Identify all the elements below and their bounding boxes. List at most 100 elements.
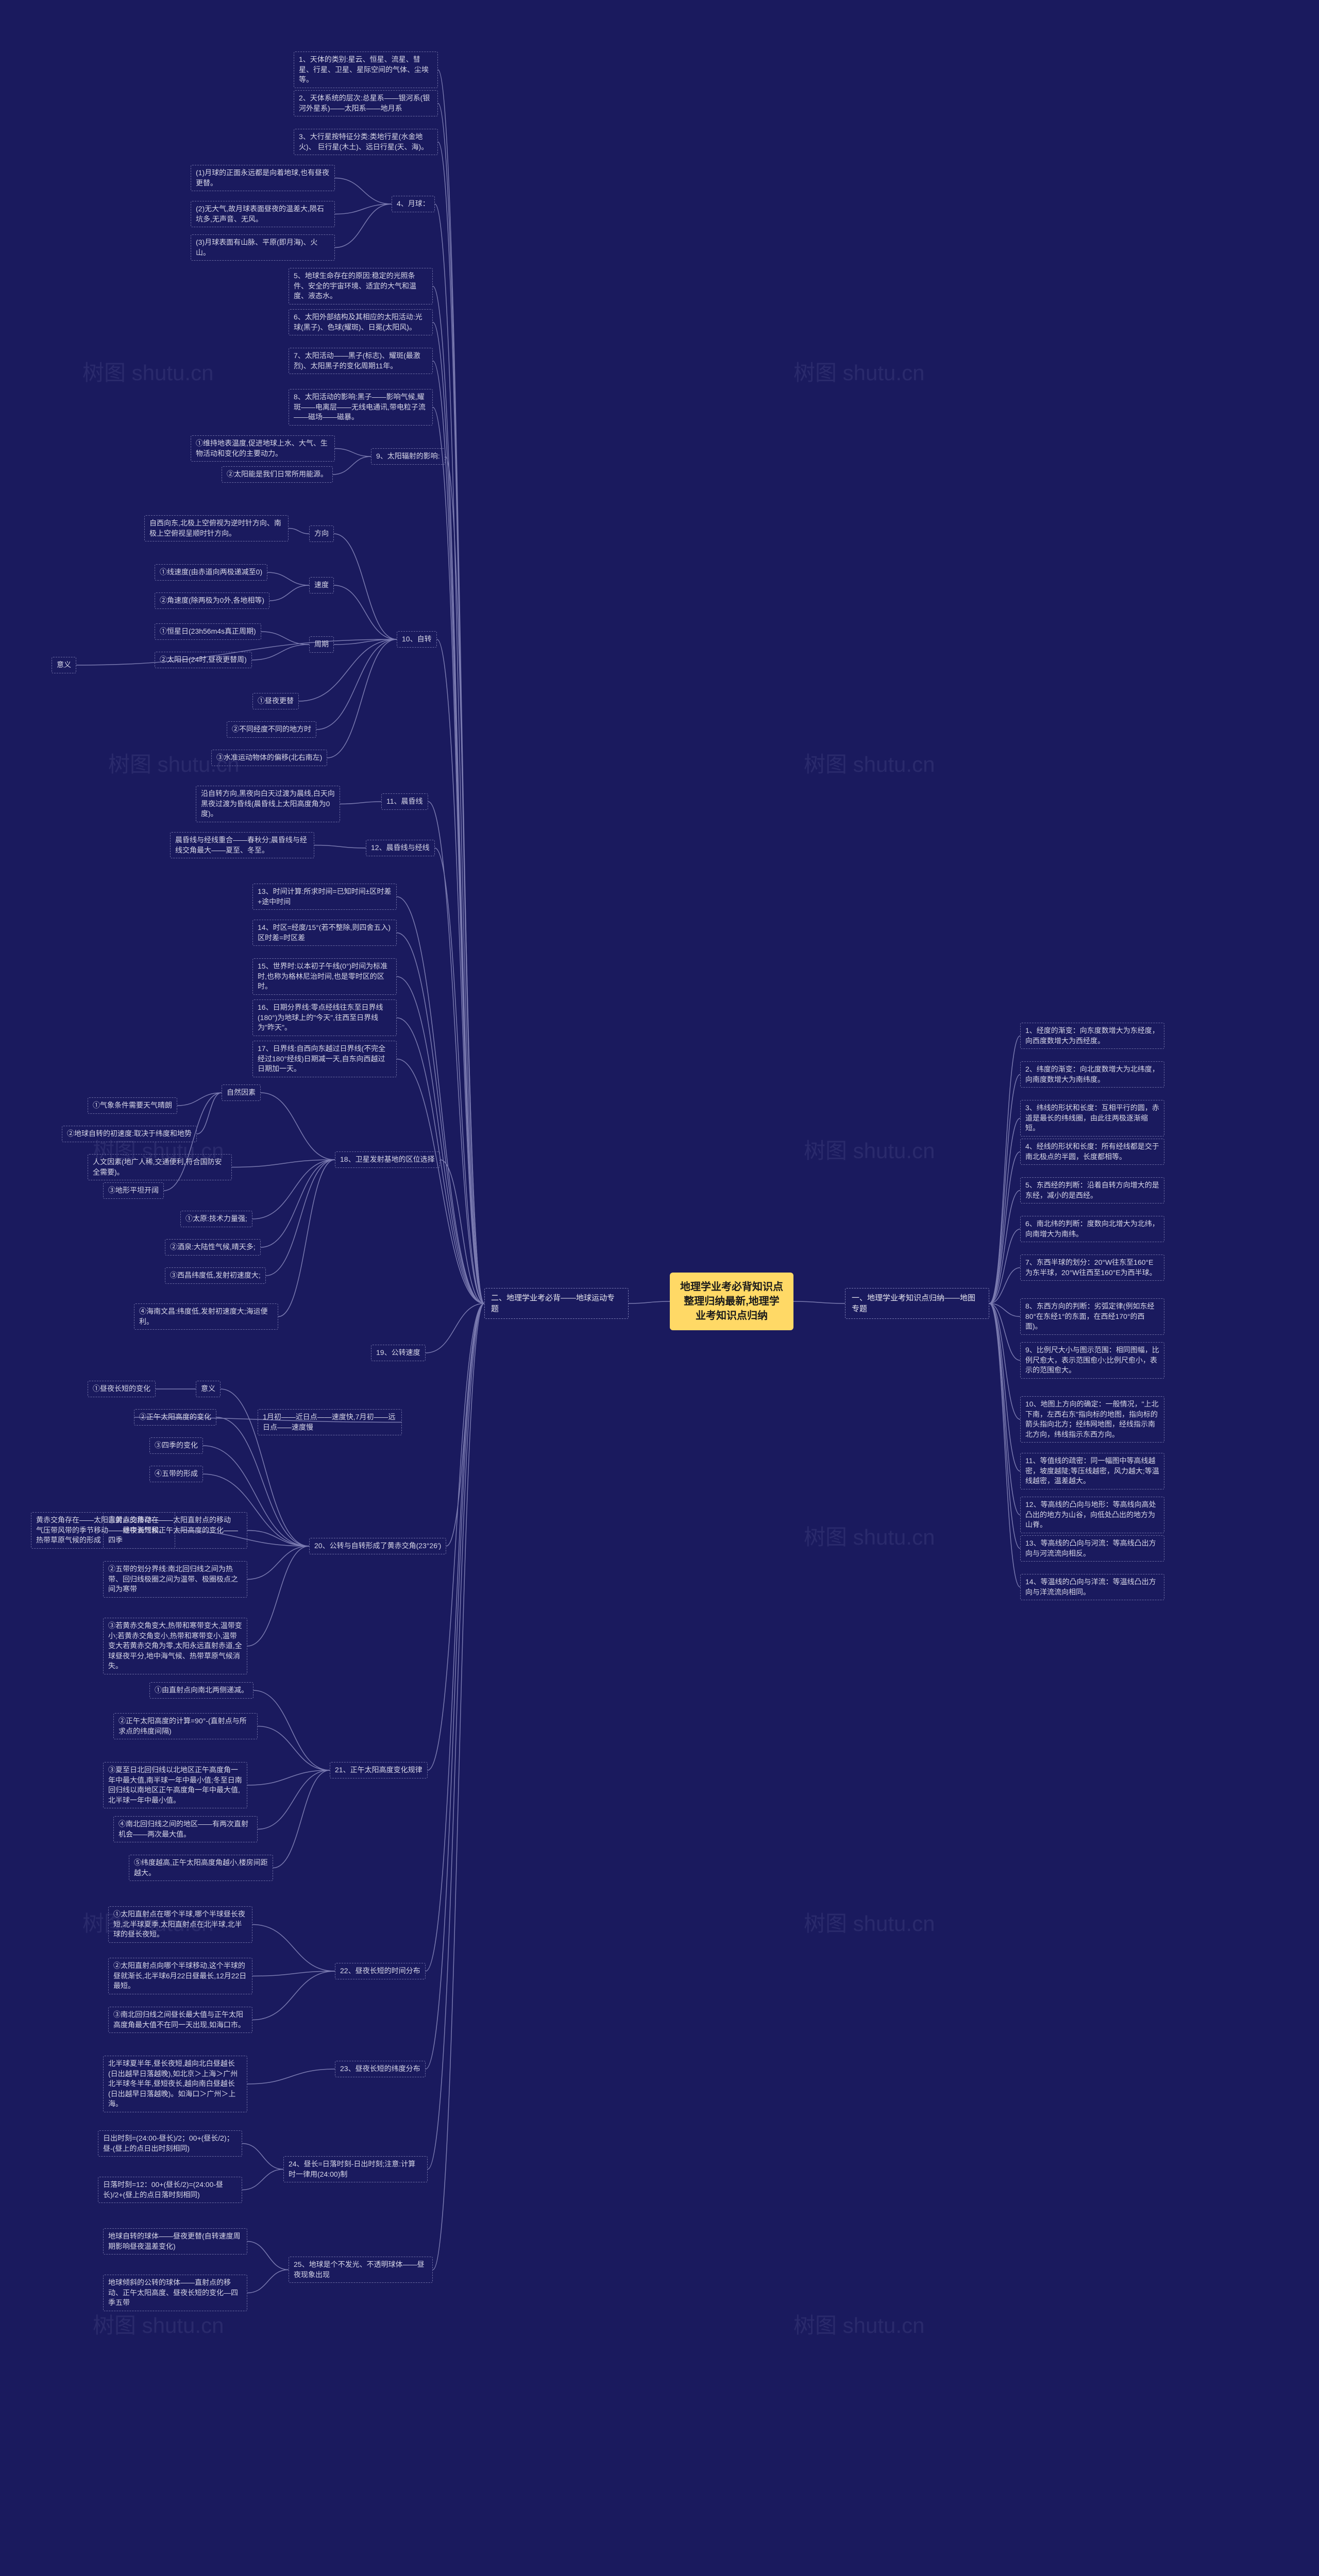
leaf-node: ③地形平坦开阔 <box>103 1182 164 1199</box>
leaf-node: ②太阳日(24时,昼夜更替周) <box>155 652 252 668</box>
watermark: 树图 shutu.cn <box>793 355 924 387</box>
leaf-node: (1)月球的正面永远都是向着地球,也有昼夜更替。 <box>191 165 335 191</box>
branch-node: 一、地理学业考知识点归纳——地图专题 <box>845 1288 989 1319</box>
leaf-node: 7、太阳活动——黑子(标志)、耀斑(最激烈)、太阳黑子的变化周期11年。 <box>289 348 433 374</box>
leaf-node: 8、东西方向的判断：劣弧定律(例如东经80°在东经1°的东面，在西经170°的西… <box>1020 1298 1164 1335</box>
leaf-node: 2、纬度的渐变：向北度数增大为北纬度，向南度数增大为南纬度。 <box>1020 1061 1164 1088</box>
leaf-node: 6、南北纬的判断：度数向北增大为北纬，向南增大为南纬。 <box>1020 1216 1164 1242</box>
leaf-node: ②地球自转的初速度:取决于纬度和地势 <box>62 1126 197 1142</box>
leaf-node: ②太阳直射点向哪个半球移动,这个半球的昼就渐长,北半球6月22日昼最长,12月2… <box>108 1958 252 1994</box>
leaf-node: 3、大行星按特征分类:类地行星(水金地火)、 巨行星(木土)、远日行星(天、海)… <box>294 129 438 155</box>
leaf-node: 意义 <box>196 1381 221 1397</box>
leaf-node: 10、自转 <box>397 631 437 648</box>
watermark: 树图 shutu.cn <box>804 1133 935 1165</box>
leaf-node: (2)无大气,故月球表面昼夜的温差大,陨石坑多,无声音、无风。 <box>191 201 335 227</box>
leaf-node: ①太阳直射点在哪个半球,哪个半球昼长夜短,北半球夏季,太阳直射点在北半球,北半球… <box>108 1906 252 1943</box>
leaf-node: 3、纬线的形状和长度：互相平行的圆，赤道是最长的纬线圈，由此往两极逐渐缩短。 <box>1020 1100 1164 1137</box>
leaf-node: ②不同经度不同的地方时 <box>227 721 316 738</box>
leaf-node: 15、世界时:以本初子午线(0°)时间为标准时,也称为格林尼治时间,也是零时区的… <box>252 958 397 995</box>
leaf-node: 19、公转速度 <box>371 1345 426 1361</box>
leaf-node: ①气象条件需要天气晴朗 <box>88 1097 177 1114</box>
leaf-node: ③夏至日北回归线以北地区正午高度角一年中最大值,南半球一年中最小值;冬至日南回归… <box>103 1762 247 1808</box>
leaf-node: 地球自转的球体——昼夜更替(自转速度周期影响昼夜温差变化) <box>103 2228 247 2255</box>
leaf-node: 4、经线的形状和长度：所有经线都是交于南北极点的半圆，长度都相等。 <box>1020 1139 1164 1165</box>
leaf-node: 23、昼夜长短的纬度分布 <box>335 2061 426 2077</box>
leaf-node: 日落时刻=12：00+(昼长/2)=(24:00-昼长)/2+(昼上的点日落时刻… <box>98 2177 242 2203</box>
leaf-node: 自西向东,北极上空俯视为逆时针方向、南极上空俯视呈顺时针方向。 <box>144 515 289 541</box>
leaf-node: 12、等高线的凸向与地形：等高线向高处凸出的地方为山谷，向低处凸出的地方为山脊。 <box>1020 1497 1164 1533</box>
leaf-node: 14、时区=经度/15°(若不整除,则四舍五入)区时差=时区差 <box>252 920 397 946</box>
leaf-node: 6、太阳外部结构及其相应的太阳活动:光球(黑子)、色球(耀斑)、日冕(太阳风)。 <box>289 309 433 335</box>
watermark: 树图 shutu.cn <box>793 2308 924 2340</box>
leaf-node: 1、天体的类别:星云、恒星、流星、彗星、行星、卫星、星际空间的气体、尘埃等。 <box>294 52 438 88</box>
leaf-node: ③四季的变化 <box>149 1437 203 1454</box>
leaf-node: ③西昌纬度低,发射初速度大; <box>165 1267 266 1284</box>
leaf-node: 速度 <box>309 577 334 594</box>
leaf-node: 晨昏线与经线重合——春秋分;晨昏线与经线交角最大——夏至、冬至。 <box>170 832 314 858</box>
leaf-node: 7、东西半球的划分：20°W往东至160°E为东半球，20°W往西至160°E为… <box>1020 1255 1164 1281</box>
leaf-node: ②正午太阳高度的计算=90°-(直射点与所求点的纬度间隔) <box>113 1713 258 1739</box>
leaf-node: 21、正午太阳高度变化规律 <box>330 1762 428 1778</box>
leaf-node: 自然因素 <box>222 1084 261 1101</box>
leaf-node: 20、公转与自转形成了黄赤交角(23°26′) <box>309 1538 446 1554</box>
leaf-node: ③水准运动物体的偏移(北右南左) <box>211 750 327 766</box>
leaf-node: 14、等温线的凸向与洋流：等温线凸出方向与洋流流向相同。 <box>1020 1574 1164 1600</box>
leaf-node: ②太阳能是我们日常所用能源。 <box>222 466 333 483</box>
watermark: 树图 shutu.cn <box>804 1520 935 1551</box>
leaf-node: 2、天体系统的层次:总星系——银河系(银河外星系)——太阳系——地月系 <box>294 90 438 116</box>
watermark: 树图 shutu.cn <box>82 355 213 387</box>
leaf-node: ①昼夜更替 <box>252 693 299 709</box>
leaf-node: ②五带的划分界线:南北回归线之间为热带、回归线极圈之间为温带、极圈极点之间为寒带 <box>103 1561 247 1598</box>
leaf-node: 1月初——近日点——速度快,7月初——远日点——速度慢 <box>258 1409 402 1435</box>
leaf-node: ①太原:技术力量强; <box>180 1211 252 1227</box>
leaf-node: 13、等高线的凸向与河流：等高线凸出方向与河流流向相反。 <box>1020 1535 1164 1562</box>
leaf-node: ①昼夜长短的变化 <box>88 1381 156 1397</box>
leaf-node: 11、等值线的疏密：同一幅图中等高线越密，坡度越陡;等压线越密，风力越大;等温线… <box>1020 1453 1164 1489</box>
leaf-node: 人文因素(地广人稀,交通便利,符合国防安全需要)。 <box>88 1154 232 1180</box>
watermark: 树图 shutu.cn <box>93 2308 224 2340</box>
leaf-node: 意义 <box>52 657 76 673</box>
leaf-node: 5、东西经的判断：沿着自转方向增大的是东经，减小的是西经。 <box>1020 1177 1164 1204</box>
leaf-node: 1、经度的渐变：向东度数增大为东经度，向西度数增大为西经度。 <box>1020 1023 1164 1049</box>
watermark: 树图 shutu.cn <box>804 1906 935 1938</box>
leaf-node: 13、时间计算:所求时间=已知时间±区时差+途中时间 <box>252 884 397 910</box>
leaf-node: ①维持地表温度,促进地球上水、大气、生物活动和变化的主要动力。 <box>191 435 335 462</box>
leaf-node: 9、比例尺大小与图示范围：相同图幅，比例尺愈大，表示范围愈小;比例尺愈小，表示的… <box>1020 1342 1164 1379</box>
leaf-node: ①由直射点向南北两侧递减。 <box>149 1682 253 1699</box>
leaf-node: ②正午太阳高度的变化 <box>134 1409 216 1426</box>
leaf-node: ⑤纬度越高,正午太阳高度角越小,楼房间距越大。 <box>129 1855 273 1881</box>
leaf-node: 12、晨昏线与经线 <box>366 840 435 856</box>
leaf-node: 17、日界线:自西向东越过日界线(不完全经过180°经线)日期减一天,自东向西越… <box>252 1041 397 1077</box>
watermark: 树图 shutu.cn <box>804 747 935 778</box>
leaf-node: ③若黄赤交角变大,热带和寒带变大,温带变小;若黄赤交角变小,热带和寒带变小,温带… <box>103 1618 247 1674</box>
leaf-node: 24、昼长=日落时刻-日出时刻;注意:计算时一律用(24:00)制 <box>283 2156 428 2182</box>
leaf-node: ④南北回归线之间的地区——有两次直射机会——两次最大值。 <box>113 1816 258 1842</box>
leaf-node: 黄赤交角存在——太阳直射点的移动——气压带风带的季节移动——地中海气候、热带草原… <box>31 1512 175 1549</box>
leaf-node: 方向 <box>309 526 334 542</box>
branch-node: 二、地理学业考必背——地球运动专题 <box>484 1288 629 1319</box>
leaf-node: 周期 <box>309 636 334 653</box>
leaf-node: 11、晨昏线 <box>381 793 428 810</box>
leaf-node: 25、地球是个不发光、不透明球体——昼夜现象出现 <box>289 2257 433 2283</box>
leaf-node: ①线速度(由赤道向两极递减至0) <box>155 564 267 581</box>
leaf-node: 18、卫星发射基地的区位选择 <box>335 1151 440 1168</box>
leaf-node: 4、月球： <box>392 196 435 212</box>
leaf-node: 9、太阳辐射的影响: <box>371 448 445 465</box>
leaf-node: 沿自转方向,黑夜向白天过渡为晨线,白天向黑夜过渡为昏线(晨昏线上太阳高度角为0度… <box>196 786 340 822</box>
leaf-node: 22、昼夜长短的时间分布 <box>335 1963 426 1979</box>
leaf-node: 北半球夏半年,昼长夜短,越向北白昼越长(日出越早日落越晚),如北京＞上海＞广州北… <box>103 2056 247 2112</box>
leaf-node: (3)月球表面有山脉、平原(即月海)、火山。 <box>191 234 335 261</box>
root-node: 地理学业考必背知识点整理归纳最新,地理学业考知识点归纳 <box>670 1273 793 1330</box>
leaf-node: 5、地球生命存在的原因:稳定的光照条件、安全的宇宙环境、适宜的大气和温度、液态水… <box>289 268 433 304</box>
leaf-node: ①恒星日(23h56m4s真正周期) <box>155 623 261 640</box>
leaf-node: 16、日期分界线:零点经线往东至日界线(180°)为地球上的"今天",往西至日界… <box>252 999 397 1036</box>
leaf-node: 日出时刻=(24:00-昼长)/2；00+(昼长/2)；昼-(昼上的点日出时刻相… <box>98 2130 242 2157</box>
leaf-node: 地球倾斜的公转的球体——直射点的移动、正午太阳高度、昼夜长短的变化—四季五带 <box>103 2275 247 2311</box>
leaf-node: ②角速度(除两极为0外,各地相等) <box>155 592 269 609</box>
leaf-node: ④五带的形成 <box>149 1466 203 1482</box>
leaf-node: ③南北回归线之间昼长最大值与正午太阳高度角最大值不在同一天出现,如海口市。 <box>108 2007 252 2033</box>
leaf-node: ④海南文昌:纬度低,发射初速度大;海运便利。 <box>134 1303 278 1330</box>
leaf-node: 8、太阳活动的影响:黑子——影响气候,耀斑——电离层——无线电通讯,带电粒子流—… <box>289 389 433 426</box>
leaf-node: ②酒泉:大陆性气候,晴天多; <box>165 1239 261 1256</box>
leaf-node: 10、地图上方向的确定：一般情况，"上北下南，左西右东"指向标的地图，指向标的箭… <box>1020 1396 1164 1443</box>
